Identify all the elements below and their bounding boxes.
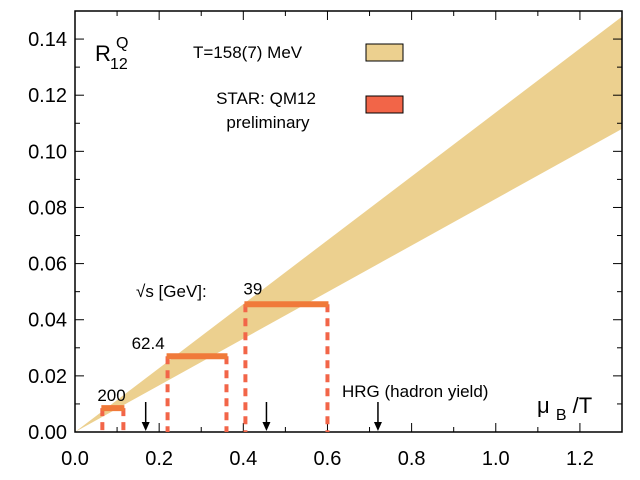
x-tick-label: 0.8	[398, 448, 426, 470]
star-energy-label: 62.4	[132, 334, 165, 353]
x-tick-label: 0.6	[314, 448, 342, 470]
y-label-sup: Q	[116, 35, 128, 52]
hrg-arrow-head	[141, 422, 150, 431]
x-axis-label: μ B /T	[537, 393, 592, 425]
x-label-tail: /T	[573, 393, 593, 418]
legend-band-label: T=158(7) MeV	[193, 43, 303, 62]
y-axis-label: R Q 12	[95, 28, 135, 73]
legend-band-swatch	[365, 43, 404, 62]
hrg-arrow-head	[373, 422, 382, 431]
y-tick-label: 0.10	[28, 141, 67, 163]
star-energy-label: 39	[243, 279, 262, 298]
plot-frame	[74, 10, 623, 433]
legend-star-label-2: preliminary	[226, 113, 310, 132]
star-energy-label: 200	[97, 386, 125, 405]
hrg-arrows	[141, 402, 382, 431]
x-label-sub: B	[556, 407, 567, 424]
hrg-arrow-head	[262, 422, 271, 431]
y-tick-label: 0.04	[28, 310, 67, 332]
y-tick-label: 0.08	[28, 197, 67, 219]
y-tick-label: 0.12	[28, 85, 67, 107]
legend-star-label-1: STAR: QM12	[216, 89, 316, 108]
y-tick-label: 0.06	[28, 254, 67, 276]
star-data: 200 62.4 39	[97, 279, 330, 432]
x-tick-label: 1.2	[566, 448, 594, 470]
y-label-main: R	[95, 41, 111, 66]
y-tick-label: 0.00	[28, 422, 67, 444]
legend-star-swatch	[365, 95, 404, 114]
hrg-label: HRG (hadron yield)	[342, 382, 488, 401]
tick-labels: 0.0 0.2 0.4 0.6 0.8 1.0 1.2 0.00 0.02 0.04 0.06 0.0…	[28, 29, 594, 470]
x-tick-label: 0.4	[229, 448, 257, 470]
y-tick-label: 0.02	[28, 366, 67, 388]
x-tick-label: 0.2	[145, 448, 173, 470]
y-tick-label: 0.14	[28, 29, 67, 51]
axis-ticks	[74, 11, 623, 433]
x-tick-label: 1.0	[482, 448, 510, 470]
x-label-main: μ	[537, 393, 550, 418]
sqrt-s-label: √s [GeV]:	[136, 282, 207, 301]
x-tick-label: 0.0	[61, 448, 89, 470]
band-t158-mev	[75, 16, 622, 432]
y-label-sub: 12	[110, 56, 128, 73]
